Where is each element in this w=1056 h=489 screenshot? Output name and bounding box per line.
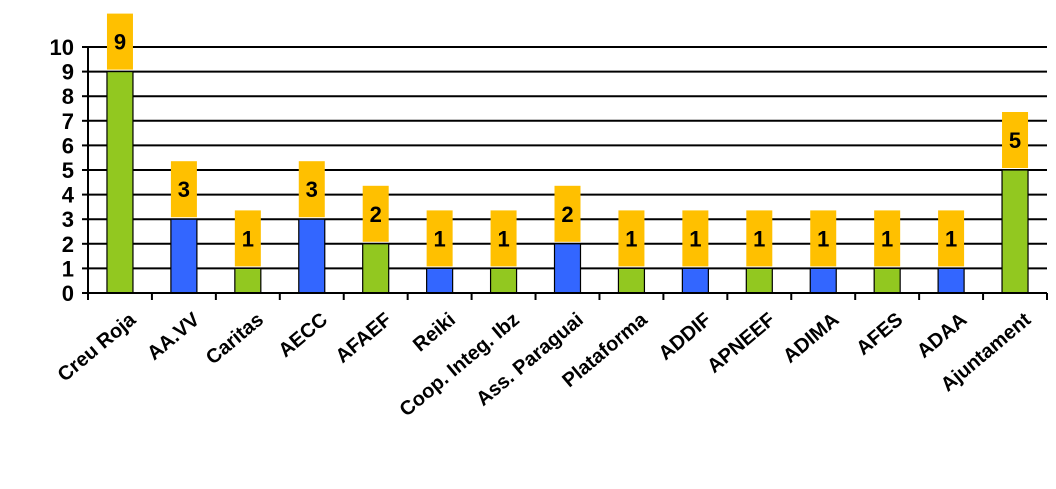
y-tick-label: 7 (62, 109, 74, 134)
data-label: 1 (689, 226, 701, 251)
data-label-box (938, 210, 965, 267)
data-label: 1 (242, 226, 254, 251)
bar (745, 267, 773, 294)
y-tick-label: 8 (62, 84, 74, 109)
bar (234, 267, 262, 294)
y-tick-label: 2 (62, 232, 74, 257)
x-tick-label: ADDIF (655, 309, 716, 365)
x-tick-label: AFES (852, 309, 907, 360)
data-label: 2 (561, 202, 573, 227)
data-label: 1 (817, 226, 829, 251)
bar (298, 218, 326, 294)
y-tick-label: 10 (50, 35, 74, 60)
x-tick-label: Caritas (202, 309, 268, 369)
data-label-box (490, 210, 517, 267)
bar (809, 267, 837, 294)
bar (937, 267, 965, 294)
bar (617, 267, 646, 294)
data-label: 5 (1009, 128, 1021, 153)
bar (106, 70, 134, 294)
data-labels: 9 3 1 3 2 1 1 2 1 1 1 1 1 1 5 (106, 13, 1029, 267)
data-label-box (746, 210, 773, 267)
bar (681, 267, 709, 294)
x-tick-label: ADAA (913, 309, 971, 363)
y-tick-label: 5 (62, 158, 74, 183)
data-label: 9 (114, 30, 126, 55)
data-label: 3 (178, 177, 190, 202)
y-tick-label: 3 (62, 207, 74, 232)
bar (362, 243, 390, 294)
data-label: 1 (881, 226, 893, 251)
data-label-box (170, 161, 197, 218)
y-tick-label: 1 (62, 256, 74, 281)
x-tick-label: AA.VV (143, 308, 204, 365)
data-label: 1 (625, 226, 637, 251)
data-label-box (106, 13, 133, 70)
data-label: 1 (753, 226, 765, 251)
x-tick-label: Reiki (409, 309, 460, 357)
x-tick-label: AECC (274, 309, 332, 362)
data-label-box (1002, 112, 1029, 168)
bar (170, 218, 198, 294)
x-tick-label: Ass. Paraguai (472, 309, 587, 411)
data-label: 1 (497, 226, 509, 251)
data-label: 2 (370, 202, 382, 227)
bars (106, 70, 1029, 294)
bar (489, 267, 518, 294)
x-tick-label: Creu Roja (54, 308, 141, 386)
data-label-box (234, 210, 261, 267)
data-label-box (554, 185, 581, 242)
x-tick-label: AFAEF (332, 309, 396, 368)
y-tick-label: 0 (62, 281, 74, 306)
y-tick-label: 6 (62, 133, 74, 158)
data-label-box (426, 210, 453, 267)
data-label-box (618, 210, 645, 267)
data-label-box (810, 210, 837, 267)
data-label: 3 (306, 177, 318, 202)
x-tick-label: APNEEF (703, 309, 779, 378)
bar (1001, 169, 1029, 294)
data-label-box (682, 210, 709, 267)
data-label-box (362, 185, 389, 242)
data-label: 1 (945, 226, 957, 251)
bar (873, 267, 901, 294)
bar (553, 243, 582, 294)
bar (426, 267, 454, 294)
y-tick-label: 9 (62, 60, 74, 85)
data-label: 1 (434, 226, 446, 251)
data-label-box (298, 161, 325, 218)
y-tick-label: 4 (62, 183, 75, 208)
x-tick-label: ADIMA (779, 309, 843, 368)
data-label-box (874, 210, 901, 267)
